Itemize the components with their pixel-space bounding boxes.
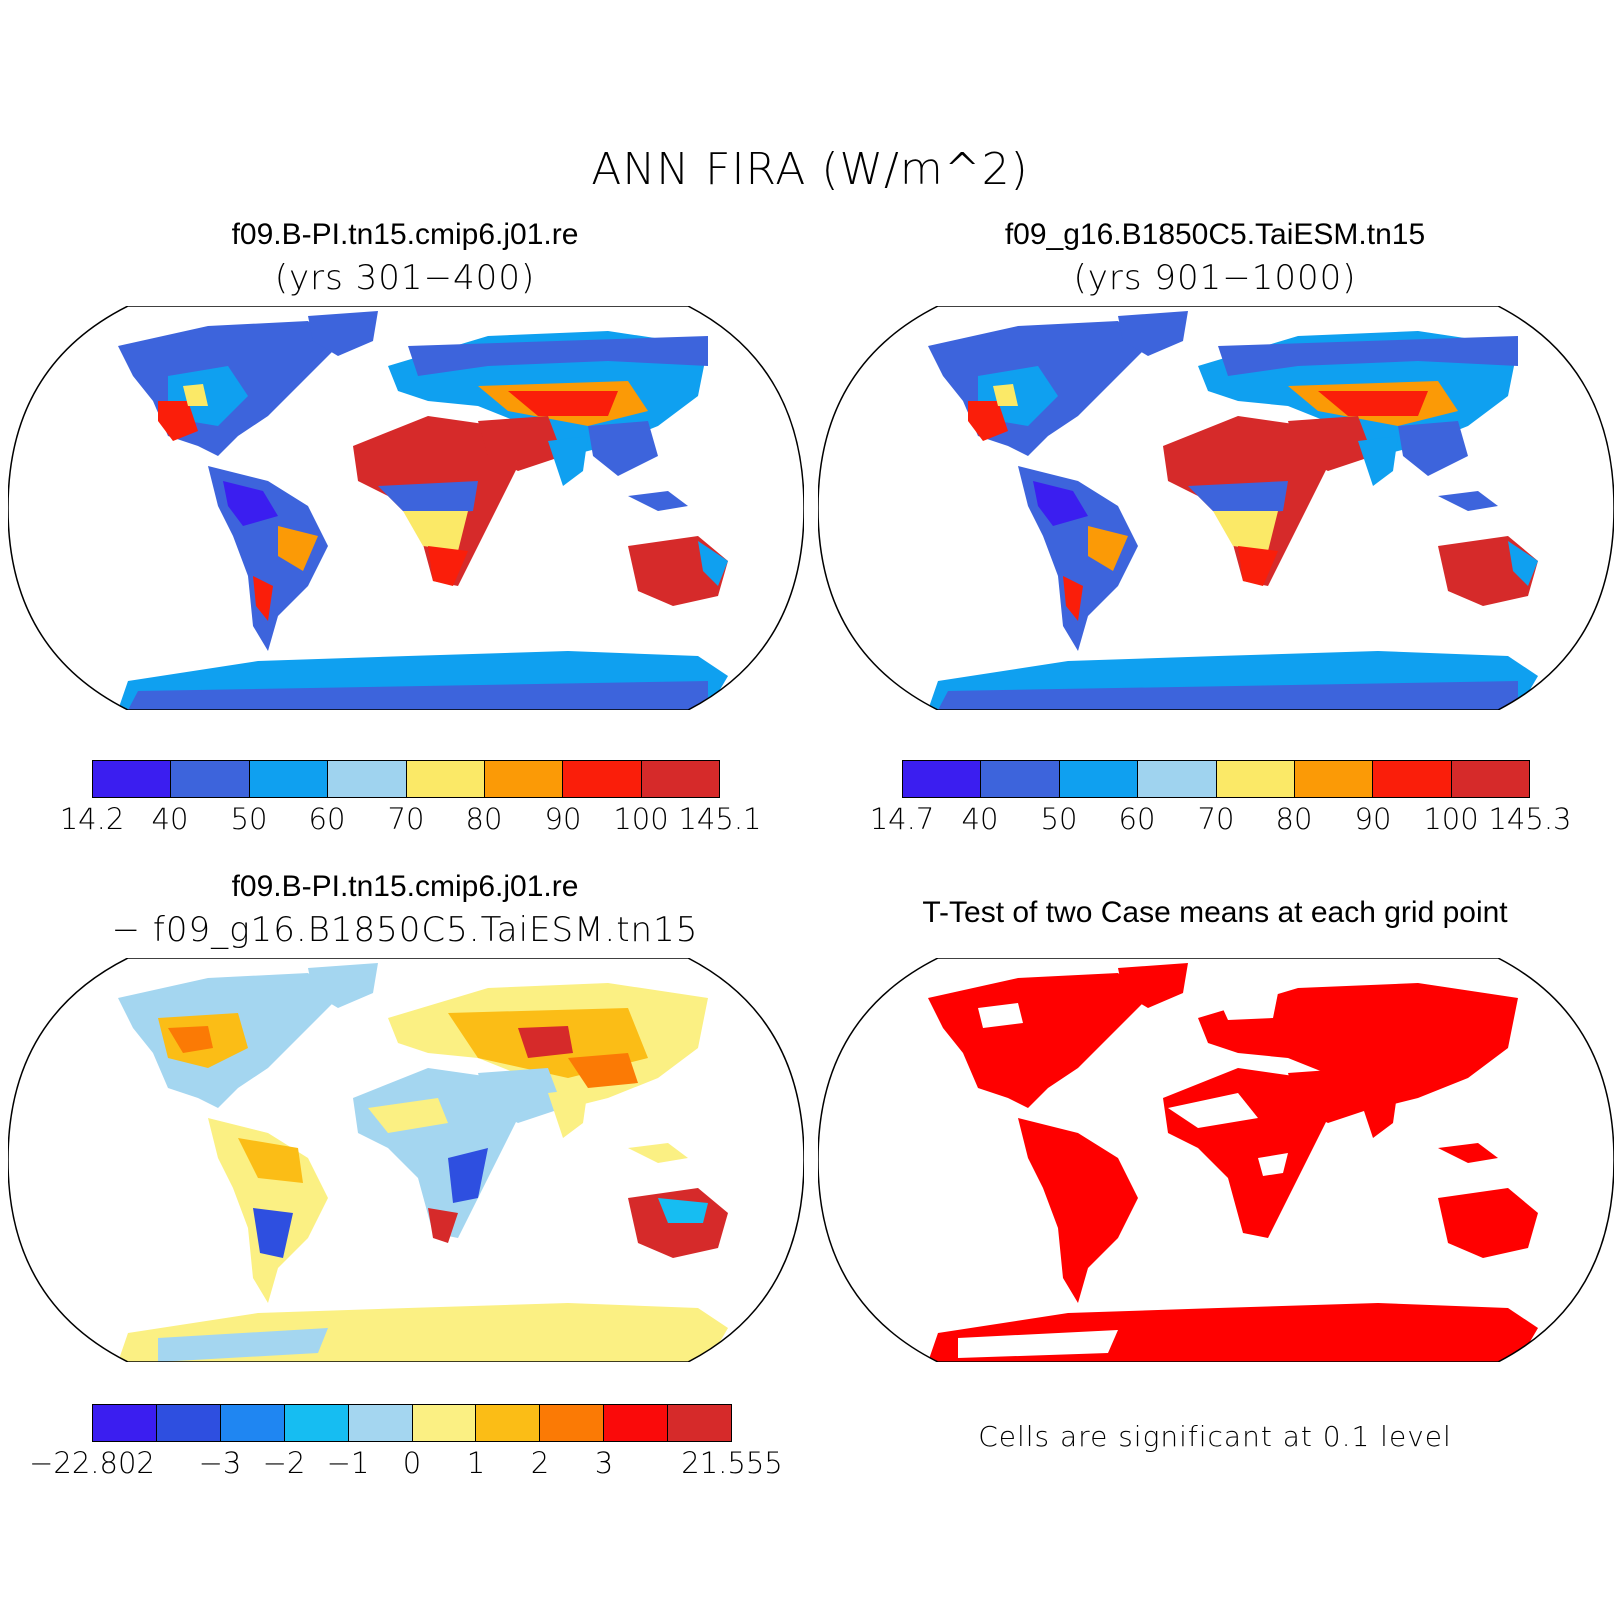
colorbar-tick: 2 bbox=[530, 1446, 550, 1480]
panel-tr-colorbar bbox=[902, 760, 1530, 798]
colorbar-tick: 70 bbox=[1197, 802, 1235, 836]
panel-br-map bbox=[818, 958, 1614, 1362]
colorbar-cell bbox=[641, 761, 719, 797]
panel-bl-colorbar bbox=[92, 1404, 732, 1442]
colorbar-tick: −22.802 bbox=[29, 1446, 155, 1480]
colorbar-cell bbox=[348, 1405, 413, 1441]
panel-bl-diff-title: − f09_g16.B1850C5.TaiESM.tn15 bbox=[111, 910, 699, 950]
colorbar-tick: 100 bbox=[613, 802, 669, 836]
colorbar-cell bbox=[668, 1405, 732, 1441]
colorbar-tick: 50 bbox=[1040, 802, 1078, 836]
panel-br-note: Cells are significant at 0.1 level bbox=[978, 1420, 1452, 1453]
colorbar-cell bbox=[1059, 761, 1139, 797]
colorbar-tick: 40 bbox=[151, 802, 189, 836]
colorbar-tick: 50 bbox=[230, 802, 268, 836]
colorbar-cell bbox=[484, 761, 564, 797]
colorbar-tick: 60 bbox=[1118, 802, 1156, 836]
greenland bbox=[308, 311, 378, 356]
colorbar-tick: 70 bbox=[387, 802, 425, 836]
colorbar-cell bbox=[93, 761, 172, 797]
colorbar-cell bbox=[171, 761, 250, 797]
panel-br-title: T-Test of two Case means at each grid po… bbox=[922, 896, 1508, 929]
colorbar-cell bbox=[1294, 761, 1374, 797]
panel-tl-map bbox=[8, 306, 804, 710]
colorbar-tick: 40 bbox=[961, 802, 999, 836]
colorbar-tick: 3 bbox=[594, 1446, 614, 1480]
colorbar-cell bbox=[540, 1405, 605, 1441]
colorbar-cell bbox=[1373, 761, 1452, 797]
colorbar-cell bbox=[93, 1405, 157, 1441]
colorbar-tick: 0 bbox=[402, 1446, 422, 1480]
colorbar-tick: −1 bbox=[326, 1446, 370, 1480]
colorbar-tick: 90 bbox=[544, 802, 582, 836]
colorbar-tick: 1 bbox=[466, 1446, 486, 1480]
colorbar-tick: 14.2 bbox=[59, 802, 125, 836]
colorbar-cell bbox=[406, 761, 485, 797]
panel-tr-case-title: f09_g16.B1850C5.TaiESM.tn15 bbox=[1004, 218, 1426, 251]
colorbar-tick: 90 bbox=[1354, 802, 1392, 836]
panel-tr-map bbox=[818, 306, 1614, 710]
colorbar-cell bbox=[1451, 761, 1529, 797]
panel-tl-colorbar bbox=[92, 760, 720, 798]
colorbar-tick: 21.555 bbox=[681, 1446, 783, 1480]
colorbar-cell bbox=[903, 761, 982, 797]
colorbar-cell bbox=[604, 1405, 669, 1441]
colorbar-tick: 60 bbox=[308, 802, 346, 836]
colorbar-tick: 14.7 bbox=[869, 802, 935, 836]
panel-tl-years: (yrs 301−400) bbox=[274, 258, 536, 298]
colorbar-tick: −3 bbox=[198, 1446, 242, 1480]
panel-tl-case-title: f09.B-PI.tn15.cmip6.j01.re bbox=[231, 218, 579, 251]
colorbar-cell bbox=[328, 761, 407, 797]
panel-tr-years: (yrs 901−1000) bbox=[1073, 258, 1357, 298]
colorbar-tick: 80 bbox=[465, 802, 503, 836]
colorbar-tick: −2 bbox=[262, 1446, 306, 1480]
colorbar-tick: 145.1 bbox=[678, 802, 762, 836]
panel-bl-case-title: f09.B-PI.tn15.cmip6.j01.re bbox=[231, 870, 579, 903]
main-title: ANN FIRA (W/m^2) bbox=[591, 144, 1029, 195]
colorbar-tick: 100 bbox=[1423, 802, 1479, 836]
colorbar-cell bbox=[249, 761, 329, 797]
colorbar-cell bbox=[412, 1405, 477, 1441]
colorbar-cell bbox=[981, 761, 1060, 797]
colorbar-cell bbox=[156, 1405, 221, 1441]
panel-bl-map bbox=[8, 958, 804, 1362]
colorbar-tick: 145.3 bbox=[1488, 802, 1572, 836]
colorbar-tick: 80 bbox=[1275, 802, 1313, 836]
colorbar-cell bbox=[1216, 761, 1295, 797]
colorbar-cell bbox=[284, 1405, 349, 1441]
colorbar-cell bbox=[476, 1405, 541, 1441]
colorbar-cell bbox=[220, 1405, 285, 1441]
colorbar-cell bbox=[563, 761, 642, 797]
colorbar-cell bbox=[1138, 761, 1217, 797]
